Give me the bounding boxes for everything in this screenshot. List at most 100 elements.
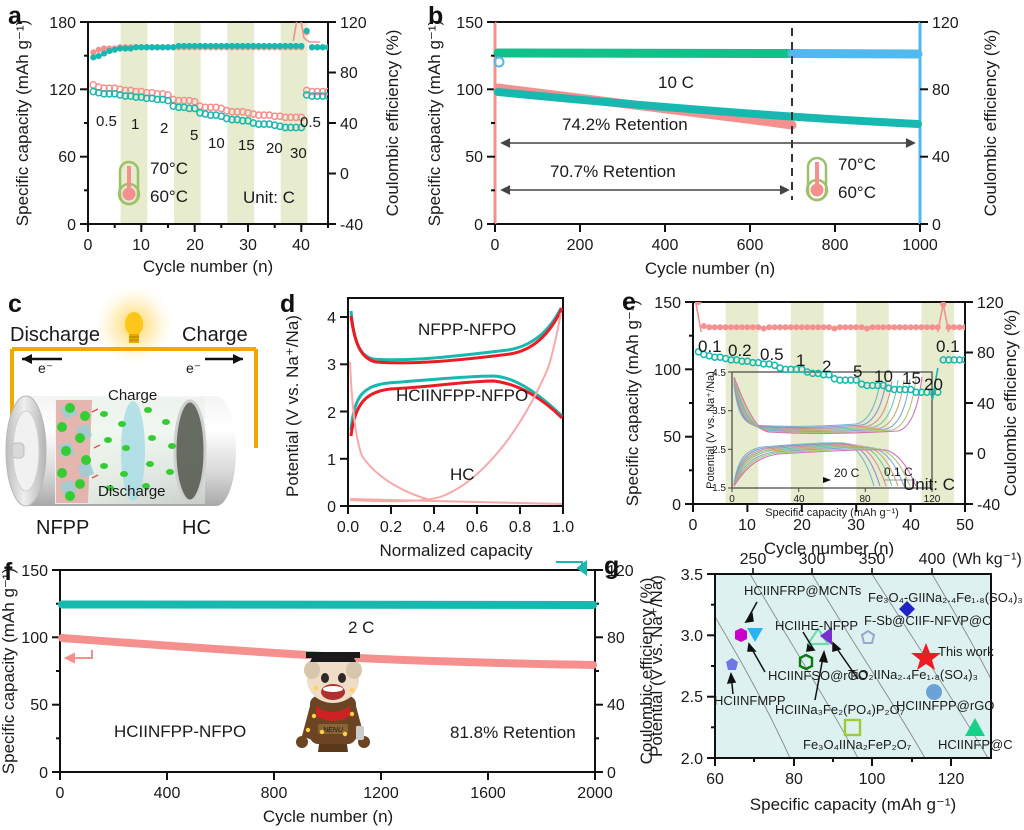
y-tick-g-30: 3.0 [681,628,703,645]
y-tick-d-4: 4 [327,310,336,327]
thermometer-icon-a [117,160,141,206]
y-tick-e-50: 50 [663,429,681,446]
annotation-d-hcnfpp: HCIINFPP-NFPO [396,386,528,405]
marker-tio2-na24fe18 [820,627,832,645]
y2-axis-title-b: Coulombic efficiency (%) [981,30,1000,217]
panel-a: a 0 60 120 180 -40 0 40 80 120 [0,0,420,290]
y-tick-f-50: 50 [30,697,48,714]
series-b-ce-first-point [493,56,505,68]
retention-arrow-1-b [500,138,916,148]
y-tick-e-100: 100 [654,362,681,379]
y2-tick-e-80: 80 [977,345,995,362]
panel-g-label: g [604,552,620,580]
inset-y-tick-25: 2.5 [712,445,726,456]
x-tick-f-800: 800 [261,785,288,802]
x-axis-b [494,224,921,232]
inset-x-tick-0: 0 [729,494,735,505]
cathode-material [56,400,101,503]
x-tick-a-0: 0 [84,237,93,254]
y-tick-b-0: 0 [474,217,483,234]
y2-axis-title-a: Coulombic efficiency (%) [383,30,402,217]
series-b-cap-60c [494,88,922,128]
x-tick-b-1000: 1000 [902,237,938,254]
y-axis-title-g: Potential (V vs. Na⁺/Na) [647,575,666,757]
label-hcinfpp-rgo: HCIINFPP@rGO [896,698,994,713]
series-b-ce-green [493,48,797,58]
annotation-f-retention: 81.8% Retention [450,723,576,742]
inner-discharge-label: Discharge [98,483,166,500]
inset-axes [728,371,933,492]
x-tick-b-200: 200 [567,237,594,254]
rate-label-a-8: 0.5 [300,114,321,131]
y-tick-a-180: 180 [49,15,76,32]
x-tick-d-08: 0.8 [509,519,531,536]
label-this-work: This work [938,644,994,659]
panel-d-chart: 0 1 2 3 4 0.0 0.2 0.4 0.6 0.8 1.0 Normal… [283,297,574,560]
y-tick-d-3: 3 [327,357,336,374]
x-tick-a-30: 30 [239,237,257,254]
y-axis-d [340,316,348,507]
label-arrows-g [726,601,859,701]
x-tick-f-1200: 1200 [363,785,399,802]
x-tick-e-30: 30 [847,517,865,534]
y2-tick-b-40: 40 [932,149,950,166]
y-tick-b-100: 100 [456,82,483,99]
rate-label-a-3: 5 [190,127,198,144]
svg-text:NENU: NENU [323,727,344,734]
panel-a-label: a [8,2,22,30]
y2-axis-b [920,21,928,225]
legend-a-70c: 70°C [150,159,188,178]
x-axis-f [59,772,596,780]
mascot-image: NENU [296,652,370,752]
panel-b-chart: 0 50 100 150 0 40 80 120 0 200 400 600 8… [425,15,1000,278]
y2-tick-f-80: 80 [607,630,625,647]
panel-b: b 0 50 100 150 0 40 80 120 0 200 400 6 [420,0,1024,290]
label-fe3o4-g: Fe₃O₄-GIINa₂.₄Fe₁.₈(SO₄)₃ [868,590,1023,605]
x-tick-e-40: 40 [902,517,920,534]
x-tick-d-04: 0.4 [423,519,445,536]
thermometer-icon-b [805,156,829,202]
y-tick-d-0: 0 [327,499,336,516]
y-tick-f-100: 100 [21,630,48,647]
rate-label-a-0: 0.5 [96,113,117,130]
marker-hcinfp-c [965,718,985,736]
x-axis-title-b: Cycle number (n) [645,259,775,278]
series-f-capacity [58,634,597,669]
rate-labels-e: 0.1 0.2 0.5 1 2 5 10 15 20 0.1 [698,337,960,394]
rate-label-e-8: 20 [924,375,943,394]
rate-label-e-1: 0.2 [728,341,752,360]
x-tick-d-00: 0.0 [337,519,359,536]
legend-a-60c: 60°C [150,187,188,206]
y2-axis-title-e: Coulombic efficiency (%) [1001,310,1020,497]
marker-f-sb-c [860,629,876,644]
electron-arrow-right [205,354,243,364]
right-axis-arrow-f [556,560,587,576]
cathode-label: NFPP [36,517,89,539]
panel-e-chart: 0 50 100 150 -40 0 40 80 120 0 10 20 30 … [623,295,1020,558]
x-tick-g-100: 100 [859,771,886,788]
panel-c-diagram: Discharge Charge e⁻ e⁻ [5,285,258,539]
rate-label-e-6: 10 [874,367,893,386]
unit-note-a: Unit: C [243,188,295,207]
inner-charge-label: Charge [108,387,157,404]
y2-tick-a-80: 80 [340,65,358,82]
inset-x-tick-40: 40 [793,494,805,505]
rate-label-a-4: 10 [208,135,225,152]
unit-note-e: Unit: C [903,475,955,494]
inset-x-axis-title: Specific capacity (mAh g⁻¹) [765,507,899,519]
marker-fe3o4-na2fep2o7 [843,718,862,737]
annotation-b-rate: 10 C [658,73,694,92]
inset-y-tick-35: 3.5 [712,406,726,417]
y-tick-b-150: 150 [456,15,483,32]
x-axis-title-f: Cycle number (n) [263,807,393,826]
anode-electrode [175,401,205,501]
y2-tick-a-40: 40 [340,116,358,133]
top-axis-unit-g: (Wh kg⁻¹) [952,551,1022,568]
label-hcinfrp-mcnts: HCIINFRP@MCNTs [744,583,862,598]
inset-arrow [823,477,831,483]
panel-g: g 250 300 350 400 (Wh kg⁻¹) 2.0 2.5 [600,551,1024,830]
annotation-b-retention-1: 74.2% Retention [562,115,688,134]
charge-label-right: Charge [182,324,248,346]
panel-e: e 0 50 100 150 -40 0 40 80 120 [568,288,1024,568]
x-axis-e [692,504,966,512]
